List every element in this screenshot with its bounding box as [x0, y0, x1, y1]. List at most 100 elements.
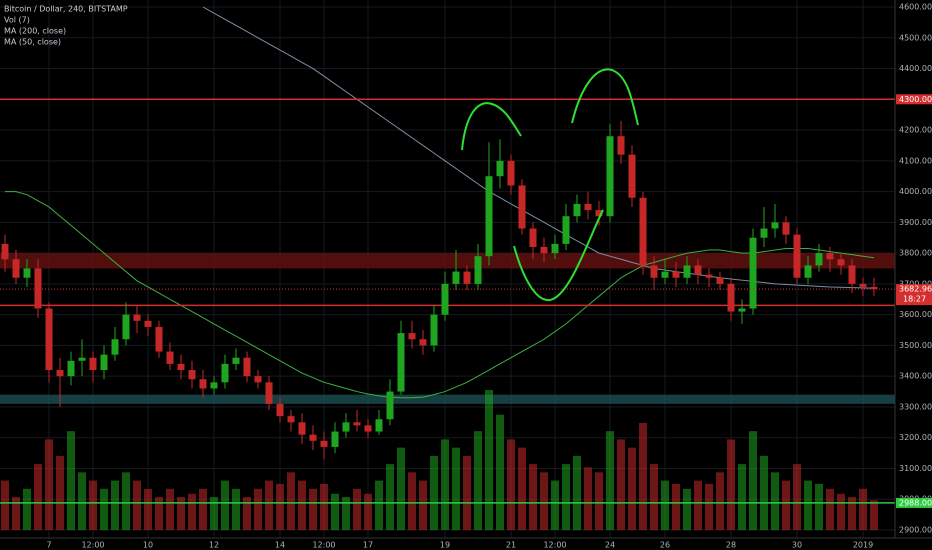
- candle-body: [430, 314, 438, 346]
- zone: [0, 253, 895, 269]
- candle-body: [749, 237, 757, 309]
- candle-body: [133, 314, 141, 321]
- volume-bar: [705, 483, 713, 530]
- volume-bar: [276, 483, 284, 530]
- x-tick-label: 30: [792, 541, 802, 550]
- candle-body: [562, 216, 570, 244]
- volume-bar: [859, 488, 867, 530]
- volume-bar: [375, 480, 383, 530]
- volume-bar: [78, 472, 86, 530]
- candle-body: [364, 425, 372, 432]
- candle-body: [287, 416, 295, 423]
- candle-body: [342, 422, 350, 432]
- volume-bar: [771, 472, 779, 530]
- candle-body: [529, 228, 537, 247]
- volume-bar: [826, 488, 834, 530]
- volume-bar: [485, 390, 493, 530]
- volume-bar: [397, 447, 405, 530]
- candle-body: [771, 222, 779, 229]
- candle-body: [177, 363, 185, 371]
- candle-body: [815, 253, 823, 266]
- candle-body: [628, 154, 636, 198]
- drawn-arc: [571, 68, 639, 126]
- y-tick-label: 3400.00: [899, 372, 932, 381]
- volume-bar: [683, 488, 691, 530]
- volume-bar: [144, 488, 152, 530]
- candle-body: [606, 136, 614, 217]
- countdown: 18:27: [903, 295, 926, 304]
- x-tick-label: 28: [726, 541, 736, 550]
- candle-body: [848, 265, 856, 284]
- volume-bar: [617, 439, 625, 530]
- volume-bar: [309, 488, 317, 530]
- volume-bar: [848, 497, 856, 530]
- volume-bar: [221, 480, 229, 530]
- volume-bar: [584, 467, 592, 530]
- volume-bar: [529, 464, 537, 530]
- legend-entry: Vol (7): [4, 16, 30, 25]
- volume-bar: [67, 431, 75, 530]
- candle-body: [78, 357, 86, 361]
- volume-bar: [386, 464, 394, 530]
- candle-body: [793, 234, 801, 278]
- volume-bar: [463, 455, 471, 530]
- volume-bar: [210, 497, 218, 530]
- volume-bar: [243, 497, 251, 530]
- volume-bar: [89, 480, 97, 530]
- legend-entry: MA (200, close): [4, 27, 66, 36]
- candle-body: [56, 370, 64, 377]
- candle-body: [584, 203, 592, 211]
- candle-body: [34, 268, 42, 309]
- volume-bar: [628, 447, 636, 530]
- candle-body: [89, 357, 97, 371]
- volume-bar: [661, 480, 669, 530]
- candle-body: [232, 357, 240, 364]
- volume-bar: [133, 480, 141, 530]
- volume-bar: [56, 455, 64, 530]
- y-tick-label: 4200.00: [899, 126, 932, 135]
- candle-body: [859, 283, 867, 287]
- volume-bar: [287, 472, 295, 530]
- candle-body: [331, 431, 339, 447]
- drawings: [461, 68, 639, 302]
- volume-bar: [837, 493, 845, 530]
- volume-bar: [551, 480, 559, 530]
- volume-bar: [518, 447, 526, 530]
- volume-bar: [760, 455, 768, 530]
- candle-body: [694, 265, 702, 275]
- y-tick-label: 4000.00: [899, 187, 932, 196]
- price-tag: [896, 497, 932, 508]
- volume-bar: [23, 488, 31, 530]
- volume-bar: [100, 488, 108, 530]
- candle-body: [144, 320, 152, 327]
- volume-bar: [34, 464, 42, 530]
- y-tick-label: 3200.00: [899, 433, 932, 442]
- volume-bar: [419, 480, 427, 530]
- candle-body: [727, 283, 735, 312]
- volume-bar: [639, 422, 647, 530]
- candle-body: [870, 286, 878, 290]
- candle-body: [463, 271, 471, 284]
- y-tick-label: 3500.00: [899, 341, 932, 350]
- candle-body: [672, 271, 680, 278]
- candle-body: [551, 243, 559, 254]
- y-tick-label: 2900.00: [899, 526, 932, 535]
- x-tick-label: 24: [605, 541, 615, 550]
- volume-bar: [364, 493, 372, 530]
- candle-body: [353, 422, 361, 426]
- candle-body: [23, 268, 31, 278]
- x-tick-label: 19: [440, 541, 450, 550]
- volume-bar: [199, 488, 207, 530]
- candle-body: [452, 271, 460, 284]
- candle-body: [67, 360, 75, 377]
- candle-body: [320, 440, 328, 447]
- volume-bar: [1, 480, 9, 530]
- x-tick-label: 12:00: [81, 541, 104, 550]
- volume-bar: [408, 472, 416, 530]
- volume-bar: [342, 497, 350, 530]
- candle-body: [540, 246, 548, 254]
- volume-bar: [738, 464, 746, 530]
- candle-body: [804, 265, 812, 278]
- volume-bar: [177, 497, 185, 530]
- volume-bar: [507, 439, 515, 530]
